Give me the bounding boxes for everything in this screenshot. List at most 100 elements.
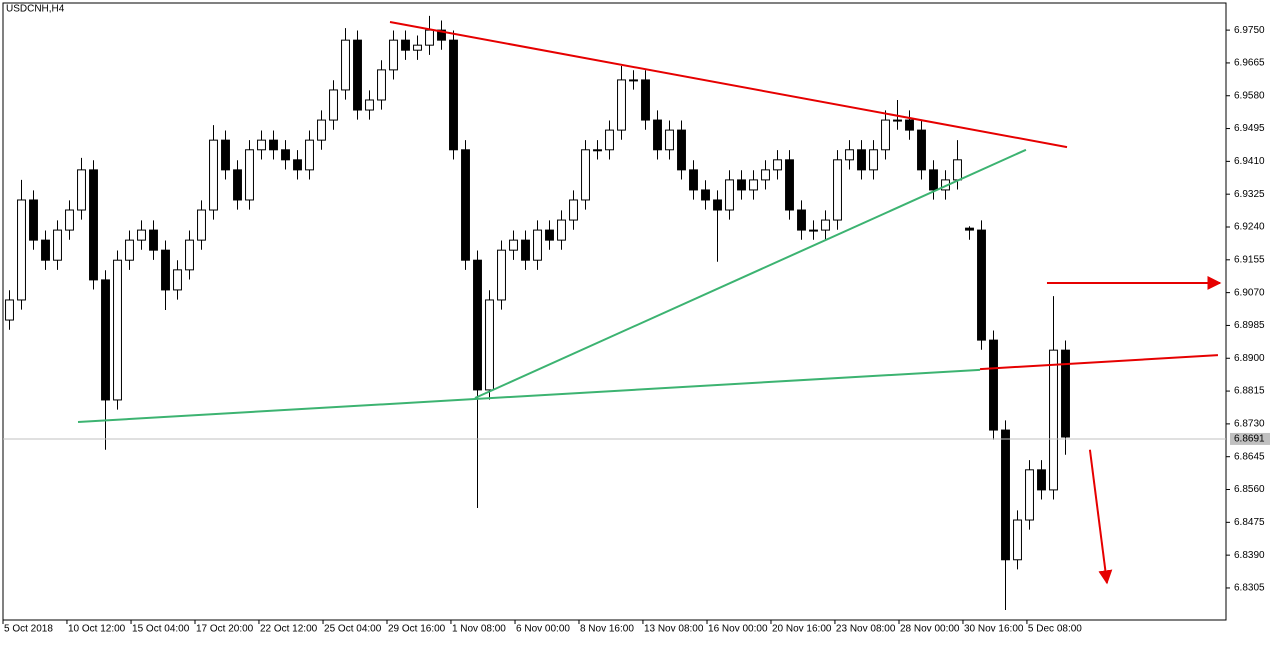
trendline — [979, 354, 1219, 371]
candle-body — [929, 169, 938, 191]
candle-body — [353, 39, 362, 111]
candle-body — [161, 249, 170, 291]
candle-body — [413, 44, 422, 51]
arrow — [1088, 449, 1113, 585]
last-price-box — [1230, 432, 1270, 445]
candle-body — [305, 139, 314, 171]
candle-body — [77, 169, 86, 211]
candle-body — [845, 149, 854, 161]
candle-body — [53, 229, 62, 261]
candle-body — [1061, 349, 1070, 438]
candle-body — [749, 179, 758, 191]
candle-body — [461, 149, 470, 261]
candle-body — [701, 189, 710, 201]
chart-title: USDCNH,H4 — [6, 4, 65, 15]
y-tick-label: 6.9495 — [1234, 123, 1265, 134]
candle-body — [233, 169, 242, 201]
plot-frame — [2, 2, 1227, 621]
candle-body — [365, 99, 374, 111]
candle-body — [101, 279, 110, 401]
candle-body — [821, 219, 830, 231]
candle-body — [293, 159, 302, 171]
candle-body — [773, 159, 782, 171]
candle-body — [653, 119, 662, 151]
candle-body — [785, 159, 794, 211]
y-tick-label: 6.9070 — [1234, 287, 1265, 298]
candle-body — [1025, 469, 1034, 521]
y-tick-label: 6.8900 — [1234, 353, 1265, 364]
x-tick-label: 23 Nov 08:00 — [836, 624, 896, 635]
candle-body — [737, 179, 746, 191]
x-tick-label: 8 Nov 16:00 — [580, 624, 634, 635]
candle-body — [1049, 349, 1058, 491]
candle-body — [185, 239, 194, 271]
y-tick-label: 6.9410 — [1234, 156, 1265, 167]
candle-body — [833, 159, 842, 221]
candle-body — [713, 199, 722, 211]
candle-body — [425, 29, 434, 46]
candle-body — [1037, 469, 1046, 491]
last-price-label: 6.8691 — [1234, 434, 1265, 445]
candle-body — [449, 39, 458, 151]
candle-body — [269, 139, 278, 151]
candle-body — [245, 149, 254, 201]
candle-body — [905, 119, 914, 131]
candle-body — [893, 119, 902, 122]
candle-body — [509, 239, 518, 251]
candle-body — [125, 239, 134, 261]
trendline — [474, 148, 1027, 399]
y-tick-label: 6.8730 — [1234, 419, 1265, 430]
candle-body — [389, 39, 398, 71]
y-tick-label: 6.8645 — [1234, 451, 1265, 462]
candle-body — [677, 129, 686, 171]
candle-body — [281, 149, 290, 161]
candle-body — [41, 239, 50, 261]
x-tick-label: 1 Nov 08:00 — [452, 624, 506, 635]
candle-body — [65, 209, 74, 231]
x-tick-label: 16 Nov 00:00 — [708, 624, 768, 635]
candle-body — [797, 209, 806, 231]
candle-body — [869, 149, 878, 171]
y-tick-label: 6.8305 — [1234, 583, 1265, 594]
y-tick-label: 6.8985 — [1234, 320, 1265, 331]
candle-body — [581, 149, 590, 201]
candle-body — [485, 299, 494, 391]
candle-body — [5, 299, 14, 321]
candle-body — [545, 229, 554, 241]
candle-body — [557, 219, 566, 241]
x-tick-label: 25 Oct 04:00 — [324, 624, 382, 635]
candle-body — [317, 119, 326, 141]
candle-body — [29, 199, 38, 241]
candle-body — [221, 139, 230, 171]
x-tick-label: 10 Oct 12:00 — [68, 624, 126, 635]
candle-body — [113, 259, 122, 401]
candle-body — [257, 139, 266, 151]
candle-body — [917, 129, 926, 171]
trendline — [77, 368, 981, 423]
candle-body — [881, 119, 890, 151]
x-tick-label: 5 Oct 2018 — [4, 624, 53, 635]
candle-body — [329, 89, 338, 121]
x-tick-label: 15 Oct 04:00 — [132, 624, 190, 635]
candle-body — [401, 39, 410, 51]
candle-body — [641, 79, 650, 121]
candle-body — [473, 259, 482, 391]
candle-body — [89, 169, 98, 281]
candle-body — [617, 79, 626, 131]
y-tick-label: 6.8390 — [1234, 550, 1265, 561]
y-tick-label: 6.8815 — [1234, 386, 1265, 397]
x-tick-label: 20 Nov 16:00 — [772, 624, 832, 635]
y-tick-label: 6.8475 — [1234, 517, 1265, 528]
candle-body — [197, 209, 206, 241]
x-tick-label: 5 Dec 08:00 — [1028, 624, 1082, 635]
candle-body — [521, 239, 530, 261]
x-tick-label: 17 Oct 20:00 — [196, 624, 254, 635]
candle-body — [497, 249, 506, 301]
y-tick-label: 6.9665 — [1234, 58, 1265, 69]
candle-body — [857, 149, 866, 171]
candle-body — [569, 199, 578, 221]
candle-body — [989, 339, 998, 431]
x-tick-label: 30 Nov 16:00 — [964, 624, 1024, 635]
candle-body — [1001, 429, 1010, 561]
candle-body — [341, 39, 350, 91]
